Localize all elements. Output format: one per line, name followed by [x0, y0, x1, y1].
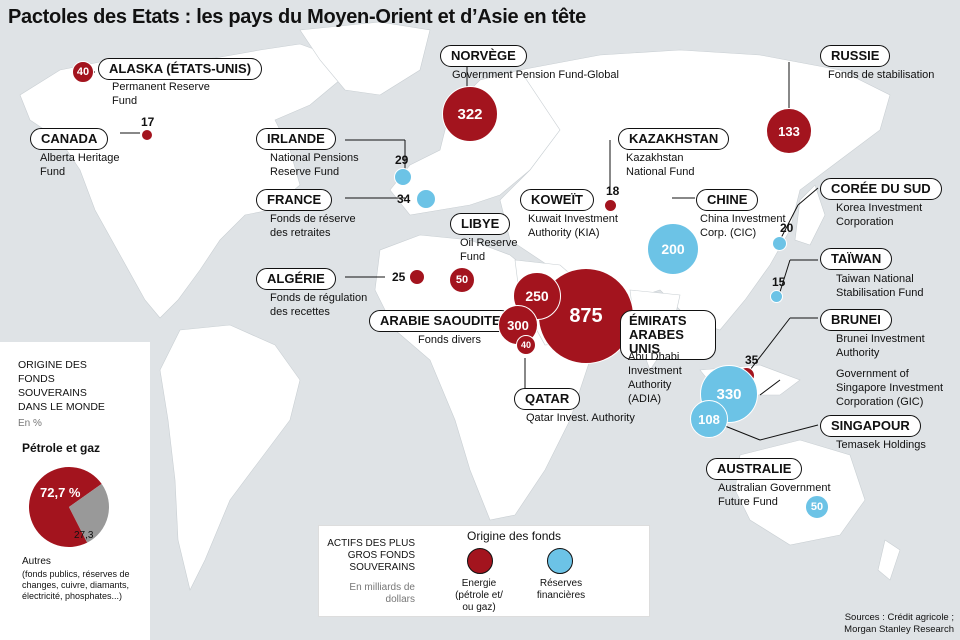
origin-legend: ORIGINE DES FONDS SOUVERAINS DANS LE MON… [0, 342, 150, 640]
bubble-chine: 200 [647, 223, 699, 275]
fund-koweit: Kuwait Investment Authority (KIA) [528, 213, 618, 239]
value-france: 34 [397, 192, 411, 206]
bubble-coree [772, 236, 787, 251]
fund-russie: Fonds de stabilisation [828, 69, 935, 81]
legend-unit: En milliards de dollars [349, 582, 415, 605]
tag-brunei: BRUNEI [820, 309, 892, 331]
new-zealand-landmass [877, 539, 901, 581]
fund-qatar: Qatar Invest. Authority [526, 412, 635, 424]
page-title: Pactoles des Etats : les pays du Moyen-O… [8, 6, 586, 28]
fund-australie: Australian Government Future Fund [718, 482, 831, 508]
bubble-kazakhstan [604, 199, 617, 212]
bubble-taiwan [770, 290, 783, 303]
sources: Sources : Crédit agricole ; Morgan Stanl… [844, 612, 954, 635]
label-oil: Pétrole et gaz [22, 441, 101, 455]
bubble-singapour: 108 [690, 400, 728, 438]
value-coree: 20 [780, 221, 794, 235]
fund-france: Fonds de réserve des retraites [270, 213, 356, 239]
japan-landmass [794, 184, 826, 246]
tag-canada: CANADA [30, 128, 109, 150]
tag-australie: AUSTRALIE [706, 458, 803, 480]
tag-kazakhstan: KAZAKHSTAN [618, 128, 730, 150]
tag-singapour: SINGAPOUR [820, 415, 921, 437]
fund-singapour: Temasek Holdings [836, 439, 926, 451]
bubble-qatar: 40 [516, 335, 536, 355]
bubble-norvege: 322 [442, 86, 498, 142]
tag-emirats: ÉMIRATS ARABES UNIS [620, 310, 716, 360]
label-oil-share: 72,7 % [40, 485, 81, 500]
legend-actifs: ACTIFS DES PLUS GROS FONDS SOUVERAINS [327, 538, 415, 573]
value-kazakhstan: 18 [606, 184, 620, 198]
tag-france: FRANCE [256, 189, 333, 211]
fund-norvege: Government Pension Fund-Global [452, 69, 619, 81]
legend-origin-title: Origine des fonds [467, 529, 562, 543]
fund-singapour-gic: Government of Singapore Investment Corpo… [836, 368, 944, 408]
bubble-canada [141, 129, 153, 141]
tag-arabie: ARABIE SAOUDITE [369, 310, 512, 332]
tag-chine: CHINE [696, 189, 759, 211]
fund-arabie: Fonds divers [418, 334, 481, 346]
bubble-algerie [409, 269, 425, 285]
fund-kazakhstan: Kazakhstan National Fund [626, 152, 695, 178]
pie-slice-oil [29, 467, 102, 547]
bubble-alaska: 40 [72, 61, 94, 83]
tag-norvege: NORVÈGE [440, 45, 527, 67]
fund-irlande: National Pensions Reserve Fund [270, 152, 359, 178]
fund-coree: Korea Investment Corporation [836, 202, 923, 228]
legend-reserves: Réserves financières [536, 578, 586, 601]
fund-taiwan: Taiwan National Stabilisation Fund [836, 273, 924, 299]
legend-energie-swatch [467, 548, 493, 574]
label-other-detail: (fonds publics, réserves de changes, cui… [22, 569, 130, 601]
tag-qatar: QATAR [514, 388, 581, 410]
value-canada: 17 [141, 115, 155, 129]
tag-algerie: ALGÉRIE [256, 268, 336, 290]
greenland-landmass [299, 21, 431, 96]
fund-brunei: Brunei Investment Authority [836, 333, 925, 359]
tag-koweit: KOWEÏT [520, 189, 594, 211]
bubble-australie: 50 [805, 495, 829, 519]
tag-taiwan: TAÏWAN [820, 248, 893, 270]
bubble-libye: 50 [449, 267, 475, 293]
fund-algerie: Fonds de régulation des recettes [270, 292, 368, 318]
tag-coree: CORÉE DU SUD [820, 178, 942, 200]
origin-unit: En % [18, 418, 42, 429]
tag-emirats-text: ÉMIRATS ARABES UNIS [629, 313, 687, 356]
size-legend: ACTIFS DES PLUS GROS FONDS SOUVERAINS En… [318, 525, 650, 617]
legend-reserves-swatch [547, 548, 573, 574]
value-algerie: 25 [392, 270, 406, 284]
origin-pie [29, 467, 109, 547]
tag-irlande: IRLANDE [256, 128, 336, 150]
origin-heading: ORIGINE DES FONDS SOUVERAINS DANS LE MON… [18, 359, 105, 413]
bubble-france [416, 189, 436, 209]
bubble-irlande [394, 168, 412, 186]
fund-libye: Oil Reserve Fund [460, 237, 518, 263]
fund-chine: China Investment Corp. (CIC) [700, 213, 786, 239]
pie-slice-other [69, 483, 109, 543]
legend-energie: Energie (pétrole et/ ou gaz) [455, 578, 503, 613]
fund-canada: Alberta Heritage Fund [40, 152, 120, 178]
value-irlande: 29 [395, 153, 409, 167]
tag-alaska: ALASKA (ÉTATS-UNIS) [98, 58, 263, 80]
label-other: Autres [22, 556, 51, 567]
fund-emirats: Abu Dhabi Investment Authority (ADIA) [628, 351, 682, 405]
bubble-russie: 133 [766, 108, 812, 154]
fund-alaska: Permanent Reserve Fund [112, 81, 210, 107]
tag-russie: RUSSIE [820, 45, 891, 67]
value-brunei: 35 [745, 353, 759, 367]
tag-libye: LIBYE [450, 213, 511, 235]
label-other-share: 27,3 [74, 530, 94, 541]
value-taiwan: 15 [772, 275, 786, 289]
south-america-landmass [159, 324, 301, 591]
